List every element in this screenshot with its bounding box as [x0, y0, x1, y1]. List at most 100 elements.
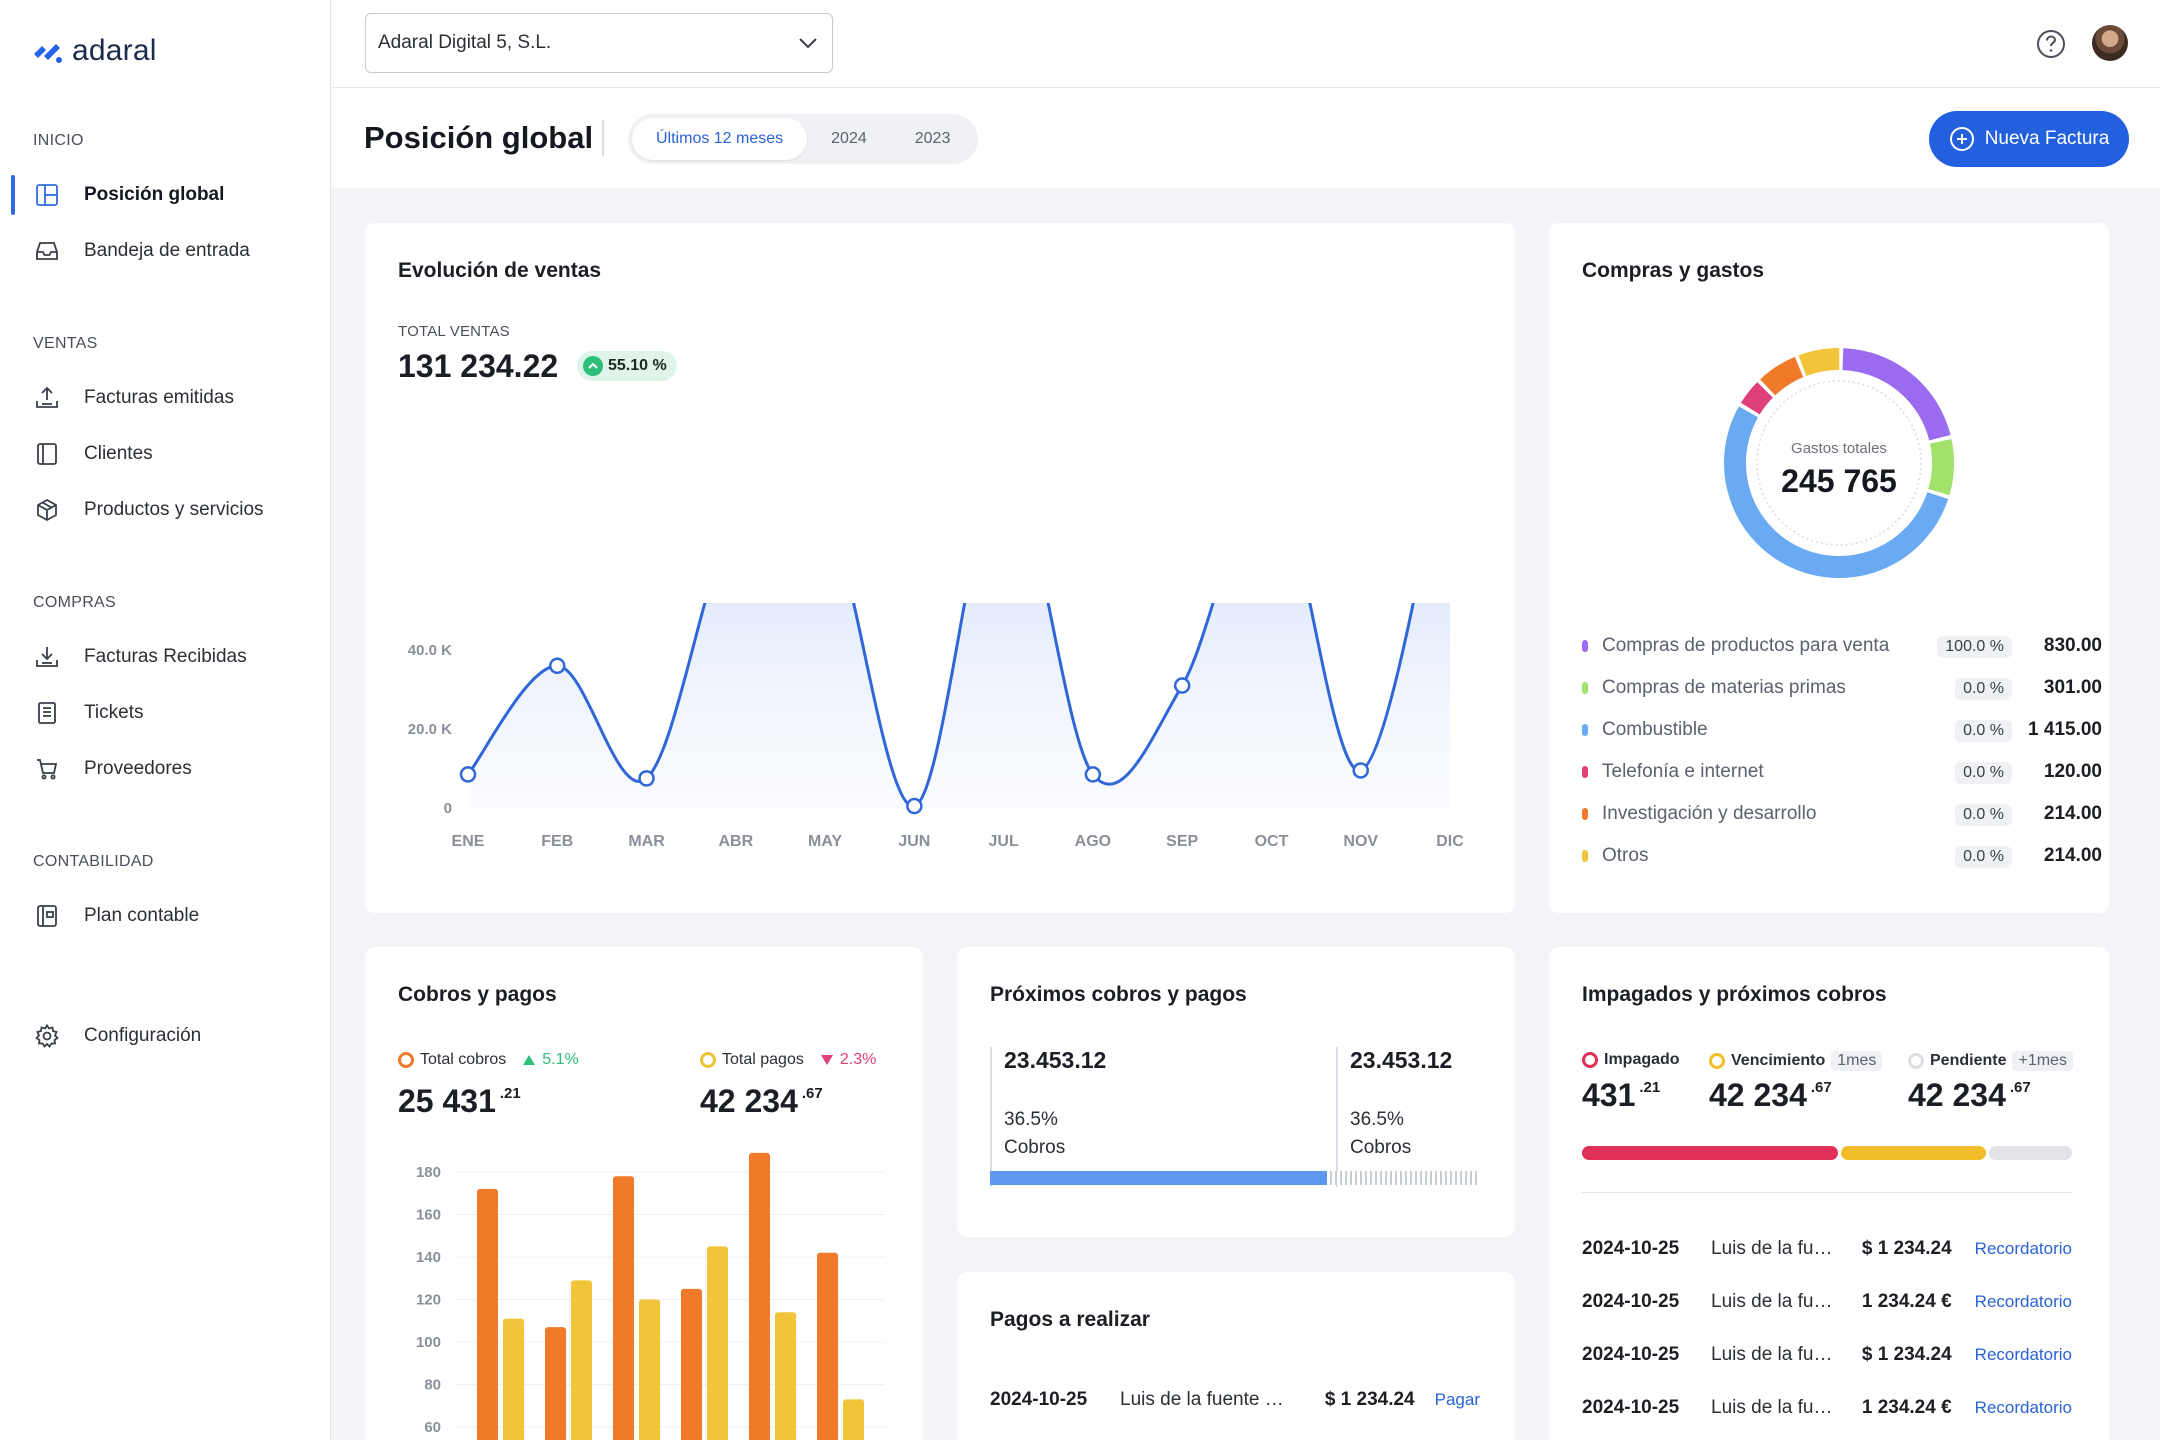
table-row[interactable]: 2024-10-25 Luis de la fuente 1 234.24 € …: [1582, 1391, 2072, 1425]
card-title: Pagos a realizar: [990, 1308, 1150, 1331]
sidebar-item-tickets[interactable]: Tickets: [0, 689, 330, 737]
cobros-label: Total cobros: [420, 1051, 507, 1068]
legend-row[interactable]: Investigación y desarrollo 0.0 % 214.00: [1582, 799, 2102, 829]
cobros-bar[interactable]: [681, 1288, 702, 1440]
table-row[interactable]: 2024-10-25 Luis de la fuente García $ 1 …: [990, 1383, 1480, 1417]
reminder-button[interactable]: Recordatorio: [1974, 1345, 2072, 1364]
legend-swatch: [1582, 682, 1588, 694]
impagado-dec: .21: [1639, 1079, 1661, 1096]
donut-slice[interactable]: [1740, 382, 1774, 415]
growth-badge-value: 55.10 %: [608, 357, 667, 374]
pagos-bar[interactable]: [775, 1312, 796, 1440]
x-tick-label: OCT: [1255, 833, 1289, 850]
avatar[interactable]: [2092, 25, 2128, 61]
y-tick-label: 160: [416, 1207, 441, 1224]
imp-amount: 1 234.24 €: [1861, 1397, 1952, 1418]
pagos-realizar-card: Pagos a realizar 2024-10-25 Luis de la f…: [957, 1272, 1515, 1440]
sidebar-item-posicion-global[interactable]: Posición global: [0, 171, 330, 219]
nav-section-inicio: INICIO: [33, 132, 84, 149]
sidebar-item-productos[interactable]: Productos y servicios: [0, 486, 330, 534]
cobros-bar[interactable]: [613, 1176, 634, 1440]
x-tick-label: FEB: [541, 833, 573, 850]
reminder-button[interactable]: Recordatorio: [1974, 1239, 2072, 1258]
sidebar-item-label: Productos y servicios: [84, 499, 264, 520]
sidebar-item-bandeja[interactable]: Bandeja de entrada: [0, 227, 330, 275]
legend-value: 830.00: [2043, 635, 2102, 656]
cobros-bar[interactable]: [545, 1327, 566, 1440]
logo[interactable]: adaral: [32, 34, 157, 68]
legend-row[interactable]: Combustible 0.0 % 1 415.00: [1582, 715, 2102, 745]
tab-ultimos-12-meses[interactable]: Últimos 12 meses: [632, 118, 808, 160]
reminder-button[interactable]: Recordatorio: [1974, 1292, 2072, 1311]
pay-amount: $ 1 234.24: [1324, 1389, 1415, 1410]
new-invoice-button[interactable]: Nueva Factura: [1929, 111, 2129, 167]
imp-date: 2024-10-25: [1582, 1344, 1680, 1365]
donut-slice[interactable]: [1798, 348, 1840, 377]
data-point[interactable]: [906, 797, 923, 815]
cobros-dec: .21: [499, 1085, 521, 1102]
cobros-card: Cobros y pagos Total cobros 5.1% 25 431.…: [365, 947, 923, 1440]
donut-slice[interactable]: [1760, 356, 1804, 396]
sidebar-item-proveedores[interactable]: Proveedores: [0, 745, 330, 793]
nav-section-contabilidad: CONTABILIDAD: [33, 853, 154, 870]
sidebar-item-plan-contable[interactable]: Plan contable: [0, 892, 330, 940]
vencimiento-label: Vencimiento: [1731, 1052, 1826, 1069]
tab-2024[interactable]: 2024: [831, 130, 867, 147]
legend-value: 1 415.00: [2028, 719, 2102, 740]
sidebar-item-facturas-recibidas[interactable]: Facturas Recibidas: [0, 633, 330, 681]
y-tick-label: 140: [416, 1249, 441, 1266]
impagados-stacked-bar: [1582, 1146, 2072, 1160]
data-point[interactable]: [1352, 762, 1369, 779]
pagos-bar[interactable]: [571, 1280, 592, 1440]
pagos-bar[interactable]: [707, 1246, 728, 1440]
impagado-label: Impagado: [1604, 1051, 1680, 1068]
legend-row[interactable]: Compras de productos para venta 100.0 % 83…: [1582, 631, 2102, 661]
pagos-bar[interactable]: [503, 1318, 524, 1440]
data-point[interactable]: [1084, 766, 1102, 783]
legend-swatch: [1582, 640, 1588, 652]
legend-pct: 0.0 %: [1955, 845, 2012, 868]
sidebar-item-clientes[interactable]: Clientes: [0, 430, 330, 478]
donut-slice[interactable]: [1928, 438, 1954, 496]
legend-name: Compras de materias primas: [1602, 677, 1846, 698]
tab-2023[interactable]: 2023: [914, 130, 951, 147]
donut-slice[interactable]: [1724, 406, 1949, 578]
company-select[interactable]: Adaral Digital 5, S.L.: [365, 13, 833, 73]
legend-row[interactable]: Compras de materias primas 0.0 % 301.00: [1582, 673, 2102, 703]
x-tick-label: JUL: [989, 833, 1019, 850]
reminder-button[interactable]: Recordatorio: [1974, 1398, 2072, 1417]
cobros-bar[interactable]: [477, 1189, 498, 1440]
card-title: Próximos cobros y pagos: [990, 983, 1247, 1006]
cobros-bar[interactable]: [817, 1252, 838, 1440]
donut-center-label: Gastos totales: [1791, 440, 1887, 457]
table-row[interactable]: 2024-10-25 Luis de la fuente $ 1 234.24 …: [1582, 1232, 2072, 1266]
sidebar-item-label: Facturas emitidas: [84, 387, 234, 408]
ventas-line-chart: 020.0 K40.0 K60.0 K80.0 KENEFEBMARABRMAY…: [408, 603, 1464, 850]
pay-button[interactable]: Pagar: [1434, 1390, 1480, 1409]
table-row[interactable]: 2024-10-25 Luis de la fuente 1 234.24 € …: [1582, 1285, 2072, 1319]
imp-date: 2024-10-25: [1582, 1291, 1680, 1312]
donut-slice[interactable]: [1842, 348, 1951, 441]
data-point[interactable]: [638, 770, 655, 787]
card-title: Compras y gastos: [1582, 259, 1765, 282]
package-icon: [37, 498, 57, 522]
data-point[interactable]: [459, 766, 477, 783]
pendiente-segment: [1989, 1146, 2072, 1160]
help-icon[interactable]: [2035, 28, 2067, 60]
sidebar-item-configuracion[interactable]: Configuración: [0, 1012, 330, 1060]
legend-row[interactable]: Otros 0.0 % 214.00: [1582, 841, 2102, 871]
table-row[interactable]: 2024-10-25 Luis de la fuente $ 1 234.24 …: [1582, 1338, 2072, 1372]
trend-down-icon: [820, 1055, 833, 1065]
pagos-bar[interactable]: [639, 1299, 660, 1440]
data-point[interactable]: [1173, 677, 1191, 694]
card-title: Impagados y próximos cobros: [1582, 983, 1887, 1006]
sidebar-item-facturas-emitidas[interactable]: Facturas emitidas: [0, 374, 330, 422]
cobros-bar[interactable]: [749, 1152, 770, 1440]
logo-text: adaral: [72, 34, 157, 67]
data-point[interactable]: [549, 657, 566, 675]
imp-amount: 1 234.24 €: [1861, 1291, 1952, 1312]
x-tick-label: ENE: [452, 833, 485, 850]
legend-row[interactable]: Telefonía e internet 0.0 % 120.00: [1582, 757, 2102, 787]
x-tick-label: MAY: [808, 833, 842, 850]
pagos-bar[interactable]: [843, 1399, 864, 1440]
